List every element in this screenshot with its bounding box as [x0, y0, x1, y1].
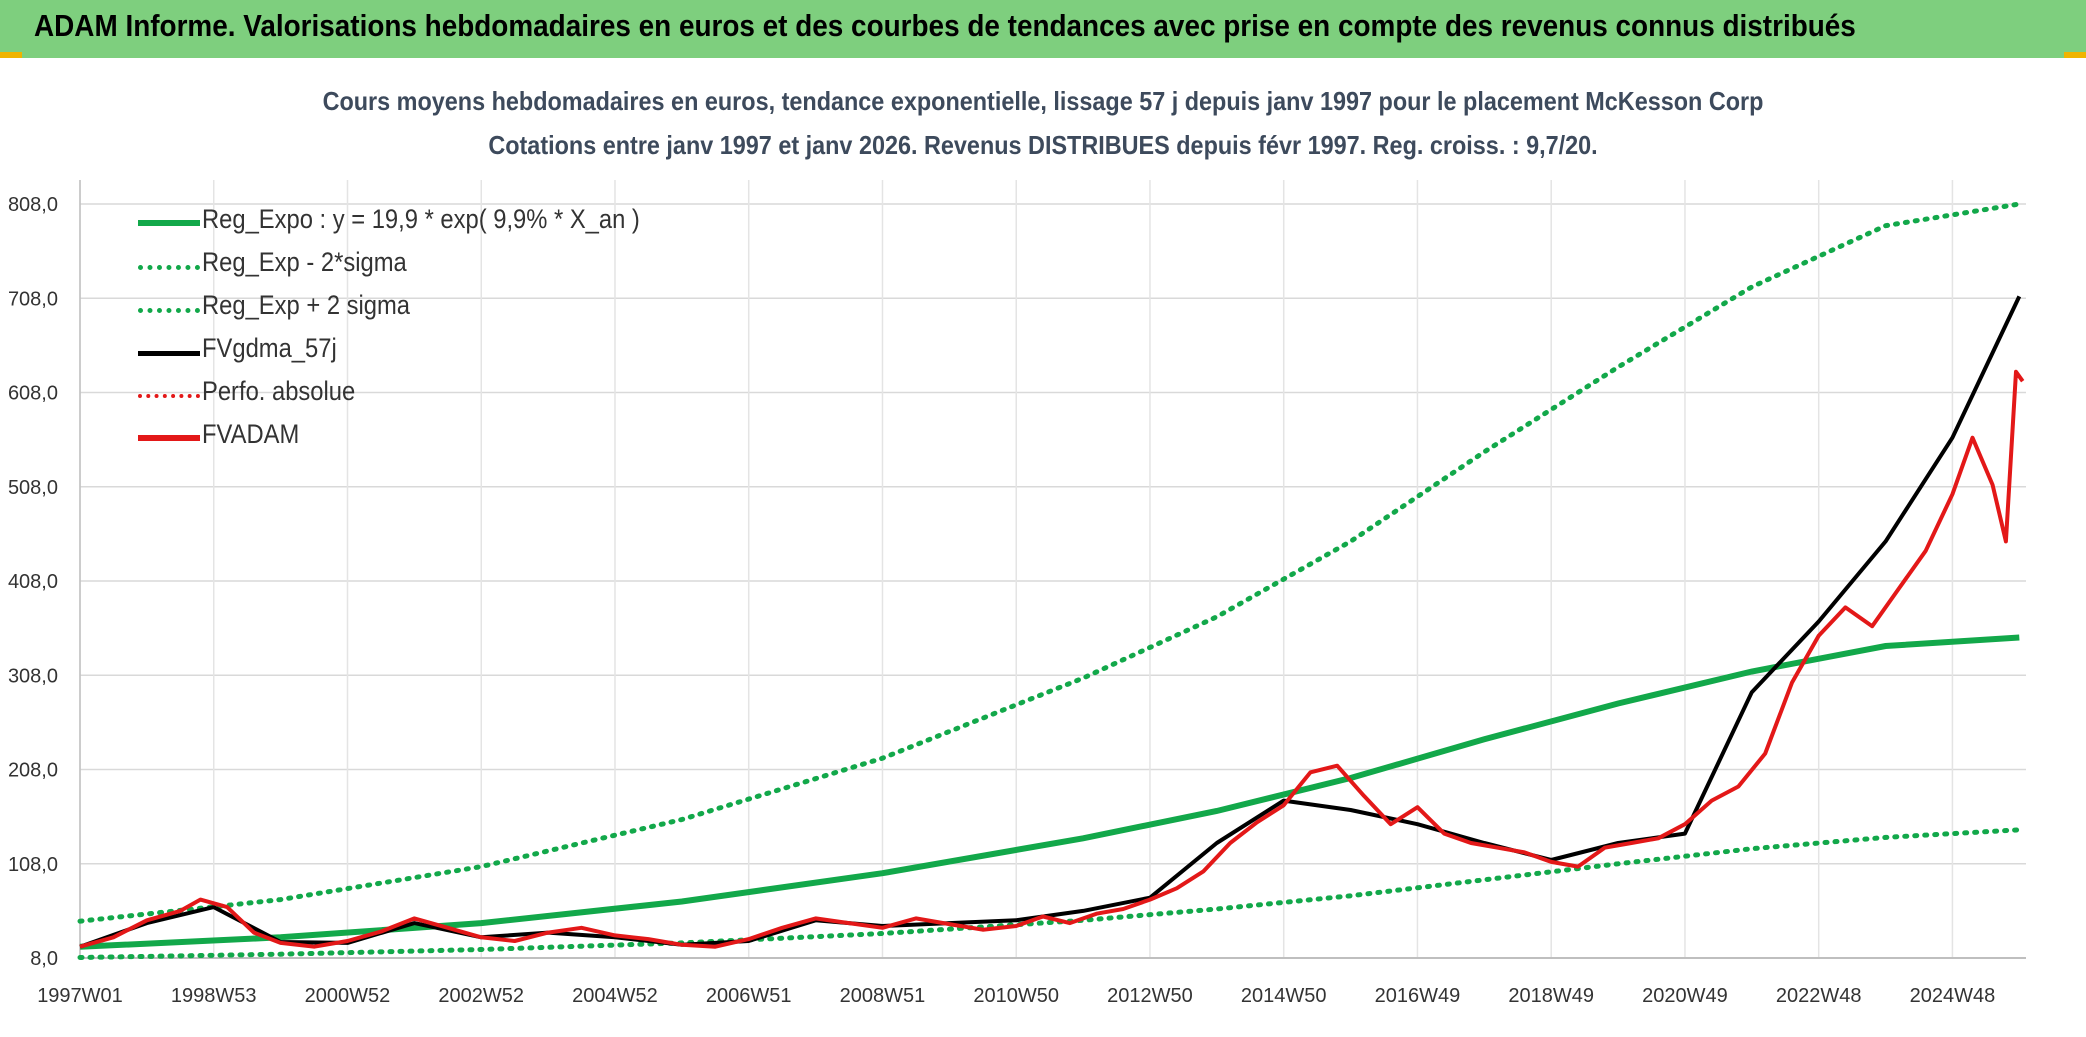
y-tick-label: 308,0 — [8, 665, 58, 687]
y-tick-label: 8,0 — [30, 948, 58, 970]
corner-mark-right — [2064, 52, 2086, 58]
corner-mark-left — [0, 52, 22, 58]
y-tick-label: 708,0 — [8, 288, 58, 310]
legend-label-fvgdma: FVgdma_57j — [202, 333, 337, 363]
chart-title-line-2: Cotations entre janv 1997 et janv 2026. … — [488, 130, 1598, 160]
x-tick-label: 2020W49 — [1642, 985, 1728, 1007]
x-tick-label: 2022W48 — [1776, 985, 1862, 1007]
y-tick-label: 808,0 — [8, 194, 58, 216]
chart-title-line-1: Cours moyens hebdomadaires en euros, ten… — [322, 86, 1764, 116]
y-tick-label: 208,0 — [8, 760, 58, 782]
y-tick-labels: 8,0 108,0 208,0 308,0 408,0 508,0 608,0 708,0 80… — [8, 194, 58, 970]
series-line-fvgdma-57j — [79, 295, 2022, 949]
x-tick-label: 2000W52 — [305, 985, 391, 1007]
header-bar: ADAM Informe. Valorisations hebdomadaire… — [0, 0, 2086, 58]
page-title: ADAM Informe. Valorisations hebdomadaire… — [34, 8, 1856, 43]
series-line-reg-exp-2-sigma — [77, 827, 2022, 960]
axes — [79, 180, 2026, 959]
series-lines — [77, 201, 2025, 960]
legend-label-fvadam: FVADAM — [202, 419, 300, 449]
x-tick-label: 2010W50 — [973, 985, 1059, 1007]
x-tick-label: 2008W51 — [840, 985, 926, 1007]
legend-swatch-reg-expo — [138, 220, 200, 226]
x-tick-label: 2006W51 — [706, 985, 792, 1007]
x-tick-label: 2002W52 — [438, 985, 524, 1007]
y-tick-label: 508,0 — [8, 477, 58, 499]
legend-label-perfo-absolue: Perfo. absolue — [202, 376, 356, 406]
legend-swatch-fvgdma — [138, 351, 200, 356]
legend-swatch-reg-exp-plus — [138, 308, 200, 313]
y-tick-label: 108,0 — [8, 854, 58, 876]
x-tick-labels: 1997W01 1998W53 2000W52 2002W52 2004W52 2006W… — [37, 985, 1995, 1007]
x-tick-label: 1997W01 — [37, 985, 123, 1007]
legend-label-reg-expo: Reg_Expo : y = 19,9 * exp( 9,9% * X_an ) — [202, 204, 640, 234]
x-tick-label: 2016W49 — [1375, 985, 1461, 1007]
legend-label-reg-exp-plus: Reg_Exp + 2 sigma — [202, 290, 411, 320]
x-tick-label: 1998W53 — [171, 985, 257, 1007]
legend-swatch-fvadam — [138, 435, 200, 441]
y-tick-label: 608,0 — [8, 383, 58, 405]
y-tick-label: 408,0 — [8, 571, 58, 593]
x-tick-label: 2018W49 — [1508, 985, 1594, 1007]
series-line-reg-expo — [79, 634, 2020, 950]
x-tick-label: 2012W50 — [1107, 985, 1193, 1007]
legend-label-reg-exp-minus: Reg_Exp - 2*sigma — [202, 247, 407, 277]
series-line-reg-exp-2-sigma — [77, 201, 2022, 924]
x-tick-label: 2024W48 — [1910, 985, 1996, 1007]
x-tick-label: 2014W50 — [1241, 985, 1327, 1007]
series-line-fvadam — [79, 369, 2025, 949]
legend-swatch-reg-exp-minus — [138, 265, 200, 270]
x-tick-label: 2004W52 — [572, 985, 658, 1007]
legend-swatch-perfo-absolue — [138, 394, 200, 398]
